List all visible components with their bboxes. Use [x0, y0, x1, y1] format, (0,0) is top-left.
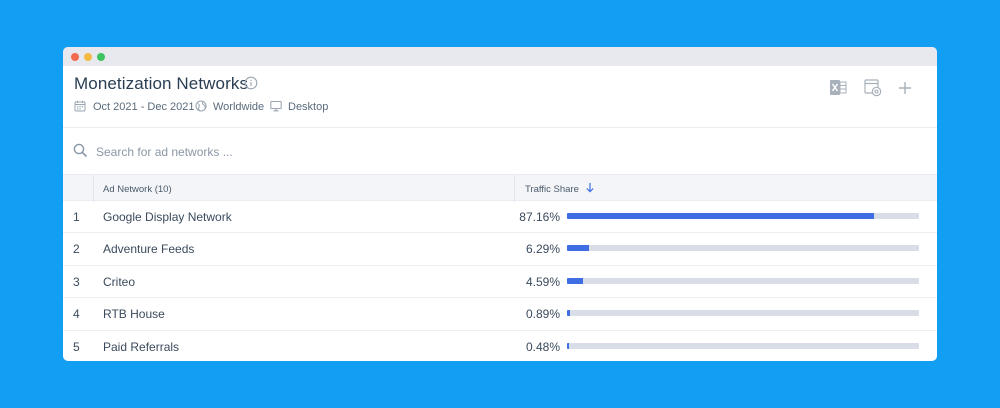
row-rank: 3 [73, 274, 80, 289]
row-rank: 5 [73, 339, 80, 354]
widget-header: Monetization Networks Oct 2021 - Dec 202… [63, 66, 937, 128]
row-rank: 2 [73, 242, 80, 257]
traffic-share-value: 4.59% [525, 274, 560, 289]
globe-icon [195, 100, 207, 112]
desktop-icon [270, 100, 282, 112]
traffic-share-bar-track [567, 310, 919, 317]
info-icon[interactable] [244, 76, 258, 90]
column-divider [514, 175, 515, 202]
column-header-traffic-share[interactable]: Traffic Share [525, 184, 579, 195]
table-row[interactable]: 1 Google Display Network 87.16% [63, 201, 937, 234]
traffic-share-bar-fill [567, 277, 584, 284]
device-label: Desktop [288, 101, 329, 113]
widget-title: Monetization Networks [74, 74, 249, 93]
table-row[interactable]: 4 RTB House 0.89% [63, 298, 937, 331]
table-row[interactable]: 3 Criteo 4.59% [63, 266, 937, 299]
table-body: 1 Google Display Network 87.16% 2 Adventure … [63, 201, 937, 361]
traffic-share-bar-track [567, 245, 919, 252]
date-range-label: Oct 2021 - Dec 2021 [93, 101, 195, 113]
table-row[interactable]: 2 Adventure Feeds 6.29% [63, 233, 937, 266]
window-maximize-dot[interactable] [97, 53, 105, 61]
search-bar [63, 129, 937, 174]
window-titlebar [63, 47, 937, 66]
ad-network-name[interactable]: Google Display Network [103, 210, 232, 224]
traffic-share-value: 0.48% [525, 339, 560, 354]
traffic-share-bar-track [567, 213, 919, 219]
traffic-share-bar-track [567, 277, 919, 284]
sort-desc-icon[interactable] [585, 182, 595, 193]
region-label: Worldwide [213, 101, 265, 113]
traffic-share-bar-fill [567, 310, 571, 317]
row-rank: 4 [73, 307, 80, 322]
column-header-ad-network[interactable]: Ad Network (10) [103, 184, 172, 195]
traffic-share-bar-fill [567, 245, 590, 252]
window-minimize-dot[interactable] [84, 53, 92, 61]
ad-network-name[interactable]: Criteo [103, 274, 136, 289]
calendar-icon [74, 100, 86, 112]
widget-window: Monetization Networks Oct 2021 - Dec 202… [63, 47, 937, 361]
ad-network-name[interactable]: Paid Referrals [103, 339, 180, 354]
search-input[interactable] [96, 140, 596, 164]
traffic-share-value: 87.16% [519, 210, 560, 224]
plus-icon[interactable] [895, 78, 915, 98]
row-rank: 1 [73, 210, 80, 224]
table-row[interactable]: 5 Paid Referrals 0.48% [63, 331, 937, 361]
traffic-share-bar-fill [567, 213, 874, 219]
ad-network-name[interactable]: Adventure Feeds [103, 242, 195, 257]
table-header: Ad Network (10) Traffic Share [63, 174, 937, 202]
traffic-share-value: 6.29% [525, 242, 560, 257]
window-close-dot[interactable] [71, 53, 79, 61]
ad-network-name[interactable]: RTB House [103, 307, 165, 322]
excel-export-icon[interactable] [828, 78, 848, 98]
search-icon [73, 143, 88, 158]
column-divider [93, 175, 94, 202]
traffic-share-bar-fill [567, 342, 569, 349]
traffic-share-bar-track [567, 342, 919, 349]
dashboard-settings-icon[interactable] [863, 78, 883, 98]
traffic-share-value: 0.89% [525, 307, 560, 322]
